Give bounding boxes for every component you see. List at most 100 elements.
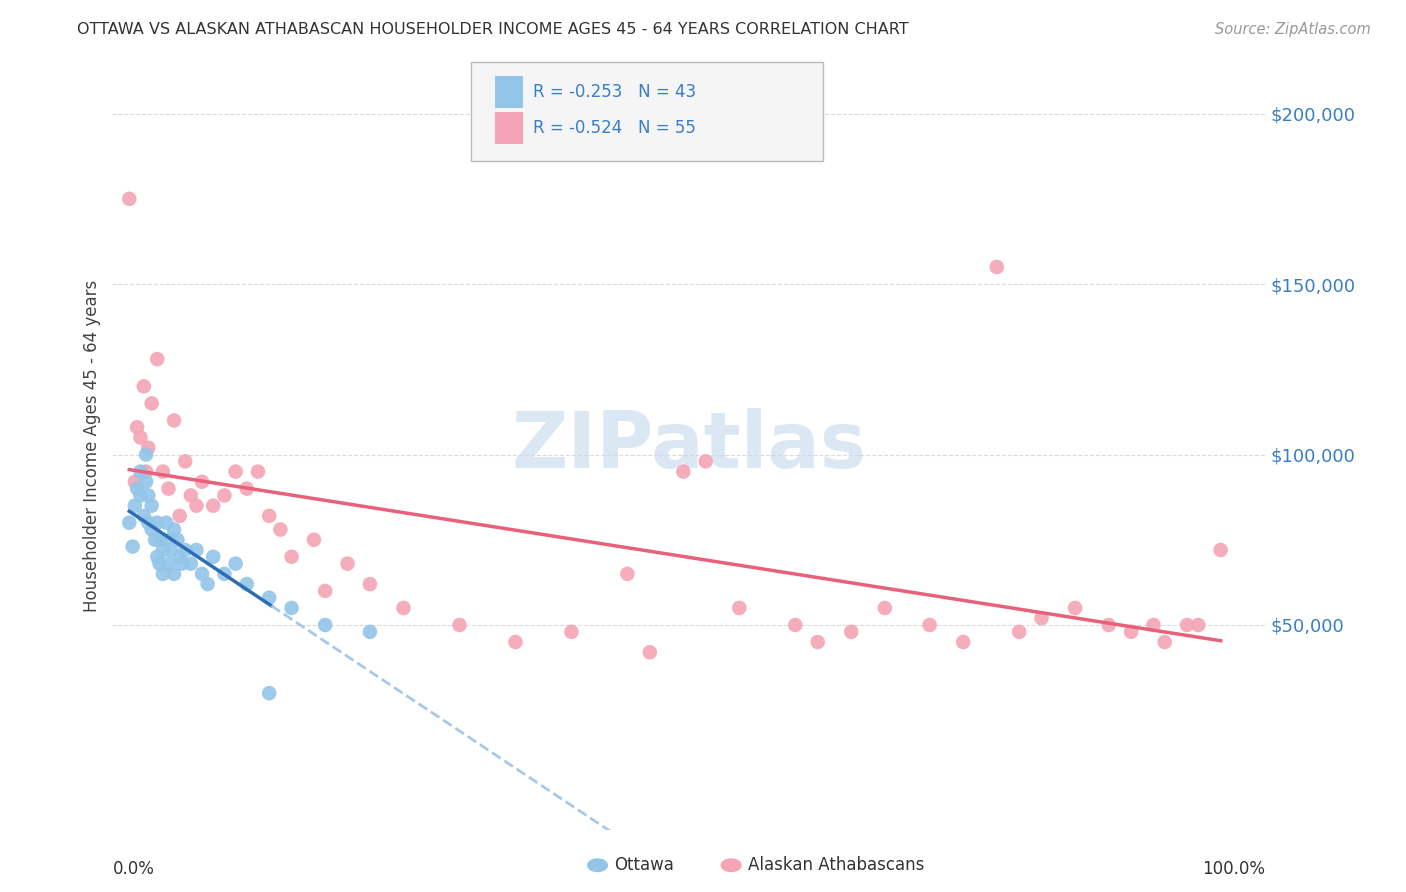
- Point: [1142, 618, 1164, 632]
- Point: [728, 601, 751, 615]
- Point: [169, 549, 191, 564]
- Point: [257, 591, 280, 605]
- Point: [314, 583, 336, 598]
- Point: [174, 543, 197, 558]
- Text: 0.0%: 0.0%: [112, 860, 155, 879]
- Point: [839, 624, 862, 639]
- Point: [118, 192, 141, 206]
- Point: [191, 475, 214, 489]
- Point: [1175, 618, 1198, 632]
- Point: [163, 523, 186, 537]
- Point: [157, 557, 180, 571]
- Point: [672, 465, 695, 479]
- Point: [236, 482, 259, 496]
- Point: [127, 420, 149, 434]
- Point: [257, 508, 280, 523]
- Point: [135, 465, 157, 479]
- Point: [169, 508, 191, 523]
- Point: [141, 499, 163, 513]
- Point: [159, 543, 181, 558]
- Point: [449, 618, 471, 632]
- Point: [257, 686, 280, 700]
- Point: [359, 624, 381, 639]
- Point: [202, 499, 225, 513]
- Point: [1209, 543, 1232, 558]
- Point: [225, 465, 247, 479]
- Point: [952, 635, 974, 649]
- Point: [1187, 618, 1209, 632]
- Point: [269, 523, 291, 537]
- Point: [505, 635, 527, 649]
- Point: [1119, 624, 1142, 639]
- Text: OTTAWA VS ALASKAN ATHABASCAN HOUSEHOLDER INCOME AGES 45 - 64 YEARS CORRELATION C: OTTAWA VS ALASKAN ATHABASCAN HOUSEHOLDER…: [77, 22, 908, 37]
- Point: [135, 475, 157, 489]
- Point: [1008, 624, 1031, 639]
- Point: [180, 488, 202, 502]
- Point: [124, 475, 146, 489]
- Point: [163, 413, 186, 427]
- Point: [560, 624, 582, 639]
- Point: [152, 543, 174, 558]
- Point: [163, 566, 186, 581]
- Point: [136, 516, 159, 530]
- Point: [191, 566, 214, 581]
- Point: [136, 441, 159, 455]
- Point: [180, 557, 202, 571]
- Point: [157, 482, 180, 496]
- Text: Source: ZipAtlas.com: Source: ZipAtlas.com: [1215, 22, 1371, 37]
- Point: [148, 557, 170, 571]
- Point: [214, 566, 236, 581]
- Point: [135, 448, 157, 462]
- Text: R = -0.524   N = 55: R = -0.524 N = 55: [533, 119, 696, 136]
- Text: Alaskan Athabascans: Alaskan Athabascans: [748, 856, 924, 874]
- Point: [149, 533, 172, 547]
- Point: [170, 557, 193, 571]
- Point: [155, 516, 177, 530]
- Text: ZIPatlas: ZIPatlas: [512, 408, 866, 484]
- Point: [132, 508, 155, 523]
- Point: [202, 549, 225, 564]
- Point: [136, 488, 159, 502]
- Point: [146, 549, 169, 564]
- Point: [121, 540, 143, 554]
- Point: [302, 533, 325, 547]
- Point: [118, 516, 141, 530]
- Point: [214, 488, 236, 502]
- Point: [359, 577, 381, 591]
- Point: [141, 523, 163, 537]
- Point: [986, 260, 1008, 274]
- Point: [129, 465, 152, 479]
- Point: [124, 499, 146, 513]
- Point: [132, 379, 155, 393]
- Point: [186, 499, 208, 513]
- Point: [695, 454, 717, 468]
- Point: [1098, 618, 1121, 632]
- Point: [197, 577, 219, 591]
- Point: [392, 601, 415, 615]
- Point: [157, 533, 180, 547]
- Point: [146, 352, 169, 367]
- Point: [225, 557, 247, 571]
- Point: [129, 488, 152, 502]
- Point: [873, 601, 896, 615]
- Point: [1064, 601, 1087, 615]
- Text: R = -0.253   N = 43: R = -0.253 N = 43: [533, 83, 696, 101]
- Point: [246, 465, 269, 479]
- Point: [1031, 611, 1053, 625]
- Point: [336, 557, 359, 571]
- Point: [280, 601, 302, 615]
- Point: [638, 645, 661, 659]
- Point: [314, 618, 336, 632]
- Point: [186, 543, 208, 558]
- Point: [141, 396, 163, 410]
- Point: [174, 454, 197, 468]
- Point: [616, 566, 638, 581]
- Text: 100.0%: 100.0%: [1202, 860, 1265, 879]
- Point: [166, 533, 188, 547]
- Point: [127, 482, 149, 496]
- Point: [152, 566, 174, 581]
- Point: [807, 635, 830, 649]
- Point: [236, 577, 259, 591]
- Text: Ottawa: Ottawa: [614, 856, 675, 874]
- Point: [129, 430, 152, 444]
